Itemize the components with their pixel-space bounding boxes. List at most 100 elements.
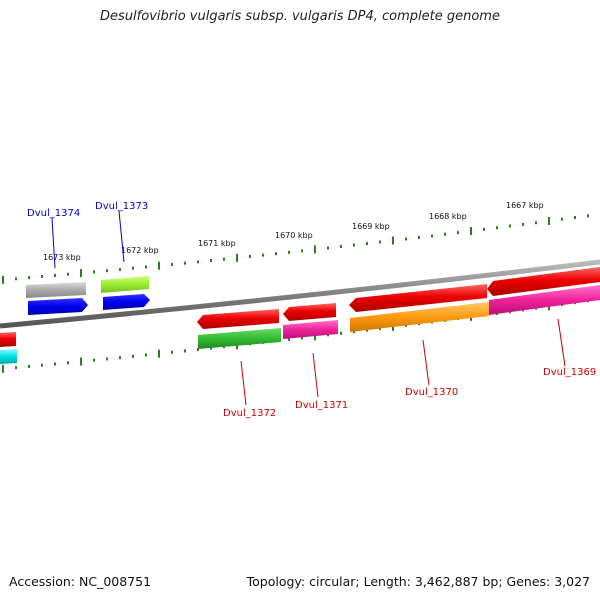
inner-minor-tick bbox=[145, 353, 147, 357]
gene-lime-feature[interactable] bbox=[101, 276, 149, 293]
genome-title: Desulfovibrio vulgaris subsp. vulgaris D… bbox=[100, 9, 500, 24]
inner-minor-tick bbox=[210, 346, 212, 350]
gene-dvul-1369[interactable] bbox=[489, 285, 600, 315]
label-dvul-1372[interactable]: Dvul_1372 bbox=[223, 408, 276, 419]
gene-grey-feature[interactable] bbox=[26, 282, 86, 298]
outer-major-tick bbox=[158, 261, 160, 270]
outer-minor-tick bbox=[41, 275, 43, 279]
inner-minor-tick bbox=[41, 363, 43, 367]
outer-major-tick bbox=[236, 253, 238, 262]
outer-minor-tick bbox=[483, 227, 485, 231]
leader-dvul-1373 bbox=[118, 210, 125, 263]
inner-minor-tick bbox=[119, 356, 121, 360]
inner-major-tick bbox=[2, 364, 4, 373]
gene-dvul-1370[interactable] bbox=[350, 302, 489, 332]
outer-minor-tick bbox=[574, 216, 576, 220]
outer-minor-tick bbox=[496, 226, 498, 230]
outer-minor-tick bbox=[457, 231, 459, 235]
outer-minor-tick bbox=[288, 250, 290, 254]
tick-label-1673: 1673 kbp bbox=[43, 253, 81, 262]
outer-minor-tick bbox=[561, 217, 563, 221]
inner-minor-tick bbox=[28, 364, 30, 368]
outer-major-tick bbox=[548, 216, 550, 225]
outer-minor-tick bbox=[67, 272, 69, 276]
label-dvul-1369[interactable]: Dvul_1369 bbox=[543, 367, 596, 378]
outer-minor-tick bbox=[418, 235, 420, 239]
outer-minor-tick bbox=[327, 246, 329, 250]
genome-backbone bbox=[0, 259, 600, 329]
inner-minor-tick bbox=[54, 362, 56, 366]
outer-minor-tick bbox=[106, 269, 108, 273]
tick-label-1668: 1668 kbp bbox=[429, 212, 467, 221]
gene-cyan-left-edge[interactable] bbox=[0, 349, 17, 364]
outer-minor-tick bbox=[93, 270, 95, 274]
tick-label-1667: 1667 kbp bbox=[506, 201, 544, 210]
tick-label-1672: 1672 kbp bbox=[121, 246, 159, 255]
outer-minor-tick bbox=[249, 254, 251, 258]
outer-minor-tick bbox=[119, 267, 121, 271]
leader-dvul-1369 bbox=[557, 318, 566, 367]
outer-minor-tick bbox=[184, 261, 186, 265]
leader-dvul-1372 bbox=[240, 360, 247, 406]
inner-minor-tick bbox=[353, 330, 355, 334]
outer-minor-tick bbox=[405, 237, 407, 241]
inner-major-tick bbox=[158, 349, 160, 358]
accession-text: Accession: NC_008751 bbox=[9, 574, 152, 589]
inner-major-tick bbox=[314, 332, 316, 341]
outer-minor-tick bbox=[262, 253, 264, 257]
outer-minor-tick bbox=[522, 222, 524, 226]
gene-dvul-1371[interactable] bbox=[283, 320, 338, 339]
gene-red-1372-region[interactable] bbox=[197, 309, 279, 329]
genome-stats-text: Topology: circular; Length: 3,462,887 bp… bbox=[246, 574, 590, 589]
inner-minor-tick bbox=[366, 328, 368, 332]
outer-minor-tick bbox=[340, 245, 342, 249]
inner-minor-tick bbox=[132, 354, 134, 358]
label-dvul-1374[interactable]: Dvul_1374 bbox=[27, 208, 80, 219]
outer-minor-tick bbox=[353, 243, 355, 247]
tick-label-1671: 1671 kbp bbox=[198, 239, 236, 248]
outer-minor-tick bbox=[197, 260, 199, 264]
inner-minor-tick bbox=[288, 337, 290, 341]
gene-dvul-1374[interactable] bbox=[28, 298, 88, 315]
tick-label-1670: 1670 kbp bbox=[275, 231, 313, 240]
outer-minor-tick bbox=[587, 214, 589, 218]
gene-red-left-edge[interactable] bbox=[0, 332, 16, 347]
label-dvul-1373[interactable]: Dvul_1373 bbox=[95, 201, 148, 212]
gene-red-1369-region[interactable] bbox=[487, 267, 600, 296]
outer-major-tick bbox=[314, 245, 316, 254]
outer-minor-tick bbox=[379, 240, 381, 244]
outer-tick-ring bbox=[2, 214, 589, 284]
label-dvul-1371[interactable]: Dvul_1371 bbox=[295, 400, 348, 411]
inner-minor-tick bbox=[171, 350, 173, 354]
outer-minor-tick bbox=[535, 221, 537, 225]
inner-minor-tick bbox=[340, 331, 342, 335]
outer-minor-tick bbox=[15, 277, 17, 281]
gene-dvul-1373[interactable] bbox=[103, 294, 150, 310]
outer-minor-tick bbox=[301, 249, 303, 253]
tick-label-1669: 1669 kbp bbox=[352, 222, 390, 231]
gene-dvul-1372[interactable] bbox=[198, 328, 281, 349]
inner-minor-tick bbox=[106, 357, 108, 361]
outer-minor-tick bbox=[444, 232, 446, 236]
outer-minor-tick bbox=[366, 242, 368, 246]
leader-dvul-1374 bbox=[51, 217, 56, 269]
outer-minor-tick bbox=[28, 276, 30, 280]
gene-red-1370-region[interactable] bbox=[349, 284, 487, 312]
outer-major-tick bbox=[80, 269, 82, 278]
inner-minor-tick bbox=[67, 361, 69, 365]
outer-minor-tick bbox=[132, 266, 134, 270]
outer-major-tick bbox=[2, 275, 4, 284]
gene-red-1371-region[interactable] bbox=[283, 303, 336, 321]
outer-minor-tick bbox=[509, 224, 511, 228]
outer-minor-tick bbox=[54, 273, 56, 277]
inner-major-tick bbox=[80, 357, 82, 366]
outer-minor-tick bbox=[210, 259, 212, 263]
label-dvul-1370[interactable]: Dvul_1370 bbox=[405, 387, 458, 398]
outer-minor-tick bbox=[275, 252, 277, 256]
outer-major-tick bbox=[392, 236, 394, 245]
leader-dvul-1370 bbox=[422, 339, 430, 386]
inner-minor-tick bbox=[93, 358, 95, 362]
outer-minor-tick bbox=[223, 257, 225, 261]
inner-minor-tick bbox=[301, 336, 303, 340]
